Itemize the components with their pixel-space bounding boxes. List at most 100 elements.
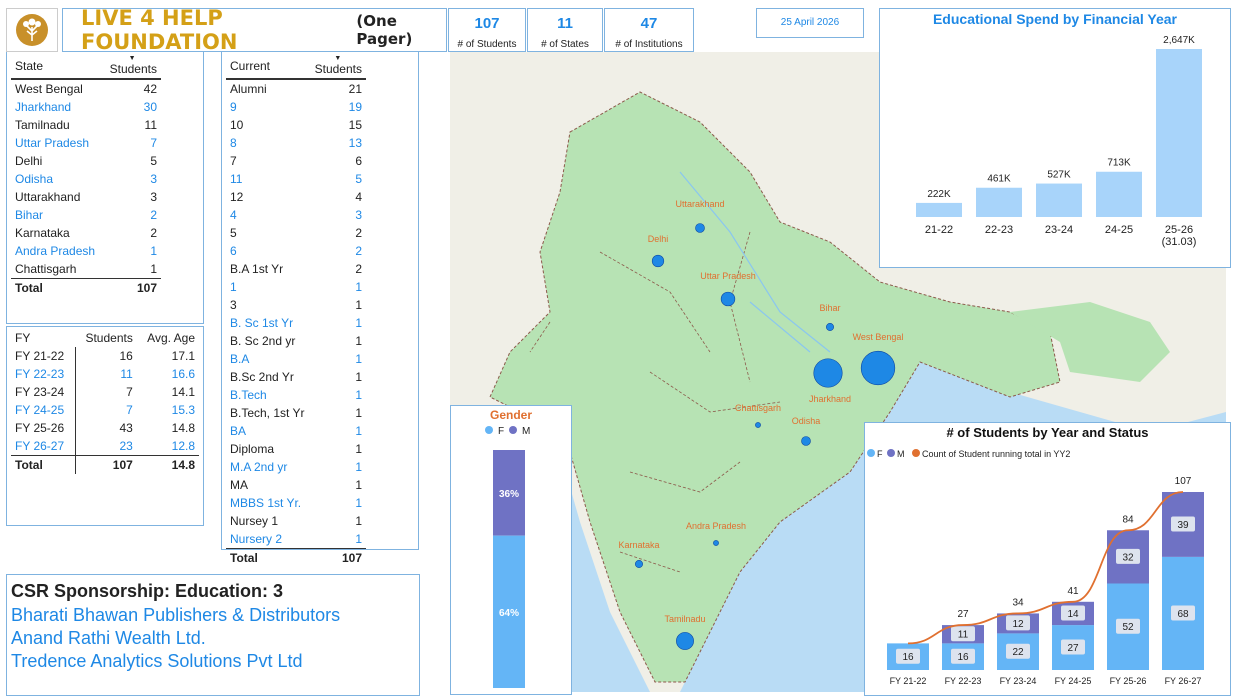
table-row[interactable]: 9 19 bbox=[226, 98, 366, 116]
data-label-box bbox=[1171, 605, 1195, 621]
table-row[interactable]: Odisha 3 bbox=[11, 170, 161, 188]
table-row[interactable]: M.A 2nd yr 1 bbox=[226, 458, 366, 476]
row-label: 4 bbox=[230, 208, 237, 222]
data-label: 22 bbox=[1012, 647, 1024, 658]
legend-male-icon bbox=[887, 449, 895, 457]
row-value: 1 bbox=[355, 460, 362, 474]
spend-bar bbox=[1096, 171, 1142, 217]
legend-label: F bbox=[877, 449, 883, 459]
data-label: 12 bbox=[1012, 619, 1024, 630]
kpi-value: 107 bbox=[474, 15, 500, 32]
student-location-markers: Uttarakhand Delhi Uttar Pradesh Bihar West B… bbox=[618, 199, 903, 650]
table-row[interactable]: FY 26-27 23 12.8 bbox=[11, 437, 199, 456]
row-value: 5 bbox=[355, 172, 362, 186]
table-row[interactable]: Nursey 1 1 bbox=[226, 512, 366, 530]
row-avg-age: 16.6 bbox=[171, 367, 195, 381]
data-label: 52 bbox=[1122, 622, 1134, 633]
row-fy: FY 21-22 bbox=[11, 347, 76, 365]
northeast-region bbox=[1010, 302, 1170, 382]
data-label: 27 bbox=[1067, 643, 1079, 654]
location-label: Jharkhand bbox=[809, 394, 851, 404]
table-row[interactable]: B.A 1st Yr 2 bbox=[226, 260, 366, 278]
row-value: 1 bbox=[355, 496, 362, 510]
data-label: 36% bbox=[499, 489, 519, 500]
total-row: Total 107 bbox=[11, 278, 161, 297]
table-row[interactable]: Karnataka 2 bbox=[11, 224, 161, 242]
table-row[interactable]: 8 13 bbox=[226, 134, 366, 152]
table-row[interactable]: Nursery 2 1 bbox=[226, 530, 366, 549]
table-row[interactable]: FY 21-22 16 17.1 bbox=[11, 347, 199, 365]
column-header-fy[interactable]: FY bbox=[15, 331, 31, 345]
kpi-value: 11 bbox=[557, 15, 573, 32]
column-header-students[interactable]: ▼ Students bbox=[309, 54, 366, 80]
table-row[interactable]: FY 24-25 7 15.3 bbox=[11, 401, 199, 419]
table-row[interactable]: Tamilnadu 11 bbox=[11, 116, 161, 134]
data-label: 11 bbox=[958, 630, 969, 641]
table-row[interactable]: Uttar Pradesh 7 bbox=[11, 134, 161, 152]
location-marker bbox=[755, 422, 761, 428]
table-row[interactable]: Bihar 2 bbox=[11, 206, 161, 224]
table-row[interactable]: B.Sc 2nd Yr 1 bbox=[226, 368, 366, 386]
column-header-students[interactable]: Students bbox=[85, 331, 133, 345]
row-label: Tamilnadu bbox=[15, 118, 70, 132]
table-row[interactable]: 12 4 bbox=[226, 188, 366, 206]
table-row[interactable]: MA 1 bbox=[226, 476, 366, 494]
column-header-state[interactable]: State bbox=[11, 54, 104, 80]
table-row[interactable]: 11 5 bbox=[226, 170, 366, 188]
column-header-avg-age[interactable]: Avg. Age bbox=[147, 331, 195, 345]
table-row[interactable]: Alumni 21 bbox=[226, 79, 366, 98]
table-row[interactable]: FY 23-24 7 14.1 bbox=[11, 383, 199, 401]
table-row[interactable]: Jharkhand 30 bbox=[11, 98, 161, 116]
table-row[interactable]: B.Tech 1 bbox=[226, 386, 366, 404]
row-label: MBBS 1st Yr. bbox=[230, 496, 302, 510]
table-row[interactable]: FY 25-26 43 14.8 bbox=[11, 419, 199, 437]
legend-male-icon bbox=[509, 426, 517, 434]
x-tick-label: FY 21-22 bbox=[890, 676, 927, 686]
data-label-box bbox=[1006, 615, 1030, 631]
legend-label: M bbox=[897, 449, 905, 459]
table-row[interactable]: B. Sc 2nd yr 1 bbox=[226, 332, 366, 350]
x-tick-label: FY 22-23 bbox=[945, 676, 982, 686]
location-marker bbox=[720, 291, 736, 307]
row-students: 23 bbox=[119, 439, 133, 453]
row-label: B.Sc 2nd Yr bbox=[230, 370, 294, 384]
column-header-current[interactable]: Current bbox=[226, 54, 310, 80]
table-row[interactable]: B.A 1 bbox=[226, 350, 366, 368]
table-row[interactable]: BA 1 bbox=[226, 422, 366, 440]
total-label: 34 bbox=[1012, 597, 1024, 608]
table-row[interactable]: B. Sc 1st Yr 1 bbox=[226, 314, 366, 332]
total-avg-age: 14.8 bbox=[136, 455, 199, 474]
table-row[interactable]: Diploma 1 bbox=[226, 440, 366, 458]
row-label: 11 bbox=[230, 172, 243, 186]
location-marker bbox=[801, 436, 811, 446]
table-row[interactable]: Uttarakhand 3 bbox=[11, 188, 161, 206]
table-row[interactable]: B.Tech, 1st Yr 1 bbox=[226, 404, 366, 422]
row-value: 1 bbox=[355, 334, 362, 348]
row-value: 11 bbox=[144, 118, 157, 132]
location-marker bbox=[713, 540, 719, 546]
table-row[interactable]: FY 22-23 11 16.6 bbox=[11, 365, 199, 383]
row-value: 1 bbox=[355, 280, 362, 294]
data-label: 713K bbox=[1107, 158, 1131, 169]
row-value: 1 bbox=[355, 424, 362, 438]
sponsor-item: Tredence Analytics Solutions Pvt Ltd bbox=[11, 651, 303, 671]
table-row[interactable]: Andra Pradesh 1 bbox=[11, 242, 161, 260]
table-row[interactable]: Delhi 5 bbox=[11, 152, 161, 170]
data-label: 39 bbox=[1177, 520, 1189, 531]
total-value: 107 bbox=[309, 548, 366, 567]
page-title: LIVE 4 HELP FOUNDATION bbox=[81, 6, 238, 54]
table-row[interactable]: MBBS 1st Yr. 1 bbox=[226, 494, 366, 512]
table-row[interactable]: West Bengal 42 bbox=[11, 79, 161, 98]
row-value: 3 bbox=[150, 172, 157, 186]
column-header-students[interactable]: ▼ Students bbox=[103, 54, 161, 80]
table-row[interactable]: 10 15 bbox=[226, 116, 366, 134]
row-value: 1 bbox=[355, 478, 362, 492]
table-row[interactable]: Chattisgarh 1 bbox=[11, 260, 161, 279]
row-fy: FY 24-25 bbox=[11, 401, 76, 419]
